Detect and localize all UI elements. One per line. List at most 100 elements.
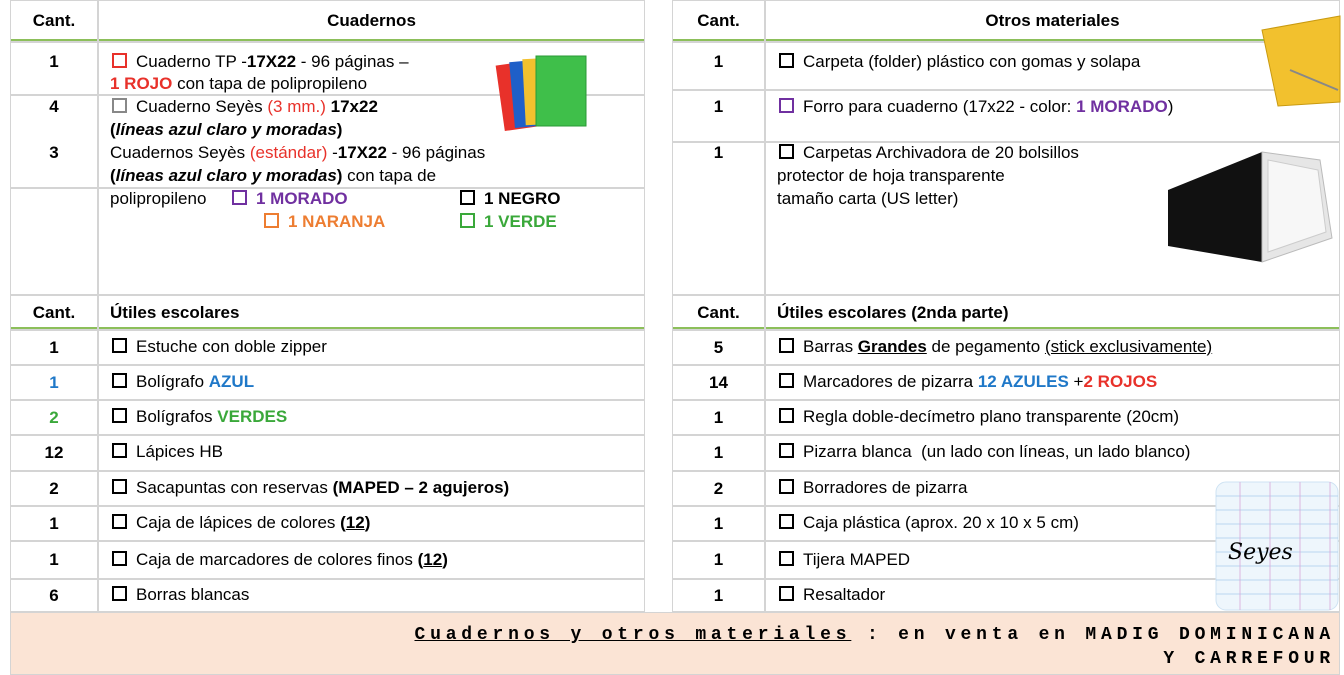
text: Estuche con doble zipper — [136, 337, 327, 356]
checkbox — [460, 190, 475, 205]
header-cell — [672, 295, 765, 330]
text: ( — [340, 513, 346, 532]
item-cell — [98, 42, 645, 95]
text-line: Lápices HB — [110, 442, 223, 462]
text-line: Regla doble-decímetro plano transparente… — [777, 407, 1179, 427]
item-cell — [98, 95, 645, 188]
item-cell — [98, 579, 645, 612]
text: 1 — [713, 585, 724, 605]
qty-cell — [10, 400, 98, 435]
text-line: Borradores de pizarra — [777, 478, 967, 498]
item-cell — [765, 435, 1340, 471]
text: : en venta en MADIG DOMINICANA — [851, 625, 1335, 645]
checkbox — [779, 479, 794, 494]
text: 1 — [49, 372, 59, 392]
checkbox — [779, 408, 794, 423]
text-line: 1 MORADO — [230, 189, 348, 209]
qty-cell — [10, 365, 98, 400]
text: 1 MORADO — [1076, 97, 1168, 116]
text: Carpetas Archivadora de 20 bolsillos — [803, 143, 1079, 162]
text: Marcadores de pizarra — [803, 372, 978, 391]
shape — [1239, 482, 1331, 610]
text: Forro para cuaderno (17x22 - color: — [803, 97, 1077, 116]
text-line: tamaño carta (US letter) — [777, 189, 958, 209]
text: Tijera MAPED — [803, 550, 911, 569]
checkbox — [112, 98, 127, 113]
text: 1 — [49, 337, 59, 357]
text: Cuadernos Seyès — [110, 143, 250, 162]
text: Seyes — [1228, 540, 1293, 565]
text: Bolígrafo — [136, 372, 209, 391]
shape — [1168, 152, 1262, 262]
shape — [1261, 15, 1341, 107]
text: 1 — [713, 407, 724, 427]
text: 2 — [49, 407, 59, 427]
text: Cuadernos — [327, 11, 416, 30]
shape — [1289, 69, 1339, 91]
text: - 96 páginas – — [296, 52, 409, 71]
text-line: 1 NARANJA — [262, 212, 385, 232]
qty-cell — [10, 579, 98, 612]
text: Sacapuntas con reservas — [136, 478, 333, 497]
header-rule — [672, 327, 1340, 330]
item-cell — [98, 435, 645, 471]
qty-cell — [10, 95, 98, 188]
item-cell — [765, 400, 1340, 435]
text: Otros materiales — [985, 11, 1120, 30]
checkbox — [779, 53, 794, 68]
binder-image — [1168, 151, 1333, 263]
text-line: Cuaderno Seyès (3 mm.) 17x22 — [110, 97, 378, 117]
checkbox — [112, 443, 127, 458]
text-line: Barras Grandes de pegamento (stick exclu… — [777, 337, 1212, 357]
text: Cant. — [32, 11, 76, 30]
item-cell — [765, 330, 1340, 365]
checkbox — [112, 373, 127, 388]
checkbox — [460, 213, 475, 228]
text-line: Resaltador — [777, 585, 885, 605]
checkbox — [112, 586, 127, 601]
text: (estándar) — [249, 143, 328, 162]
shape — [1215, 481, 1339, 611]
shape — [535, 55, 587, 127]
text: 2 — [49, 478, 59, 498]
item-cell — [765, 541, 1340, 579]
text: Caja de marcadores de colores finos — [136, 550, 418, 569]
text: + — [1068, 372, 1084, 391]
text-line: Estuche con doble zipper — [110, 337, 327, 357]
text: líneas azul claro y moradas — [115, 120, 337, 139]
text: 17X22 — [246, 52, 297, 71]
text: 1 NARANJA — [288, 212, 386, 231]
header-cell — [98, 295, 645, 330]
qty-cell — [10, 188, 98, 295]
text: 2 ROJOS — [1083, 372, 1158, 391]
text: 12 — [423, 550, 443, 569]
qty-cell — [672, 435, 765, 471]
text-line: Cuadernos y otros materiales : en venta … — [414, 625, 1335, 645]
text: 1 NEGRO — [484, 189, 561, 208]
header-cell — [98, 0, 645, 42]
header-cell — [765, 295, 1340, 330]
qty-cell — [10, 471, 98, 506]
text-line: Tijera MAPED — [777, 550, 910, 570]
text: 3 — [49, 143, 59, 162]
checkbox — [779, 338, 794, 353]
item-cell — [765, 471, 1340, 506]
text: 6 — [49, 585, 59, 605]
text: ( — [110, 166, 116, 185]
text: con tapa de — [342, 166, 437, 185]
checkbox — [232, 190, 247, 205]
item-cell — [98, 541, 645, 579]
text-line: 1 VERDE — [458, 212, 557, 232]
text-line: Pizarra blanca (un lado con líneas, un l… — [777, 442, 1190, 462]
item-cell — [98, 188, 645, 295]
text: 1 — [49, 550, 59, 569]
item-cell — [765, 90, 1340, 142]
checkbox — [779, 443, 794, 458]
footer: Cuadernos y otros materiales : en venta … — [10, 612, 1340, 675]
text-line: Caja de marcadores de colores finos (12) — [110, 550, 448, 570]
text-line: Marcadores de pizarra 12 AZULES +2 ROJOS — [777, 372, 1157, 392]
checkbox — [112, 514, 127, 529]
text: Carpeta (folder) plástico con gomas y so… — [803, 52, 1141, 71]
